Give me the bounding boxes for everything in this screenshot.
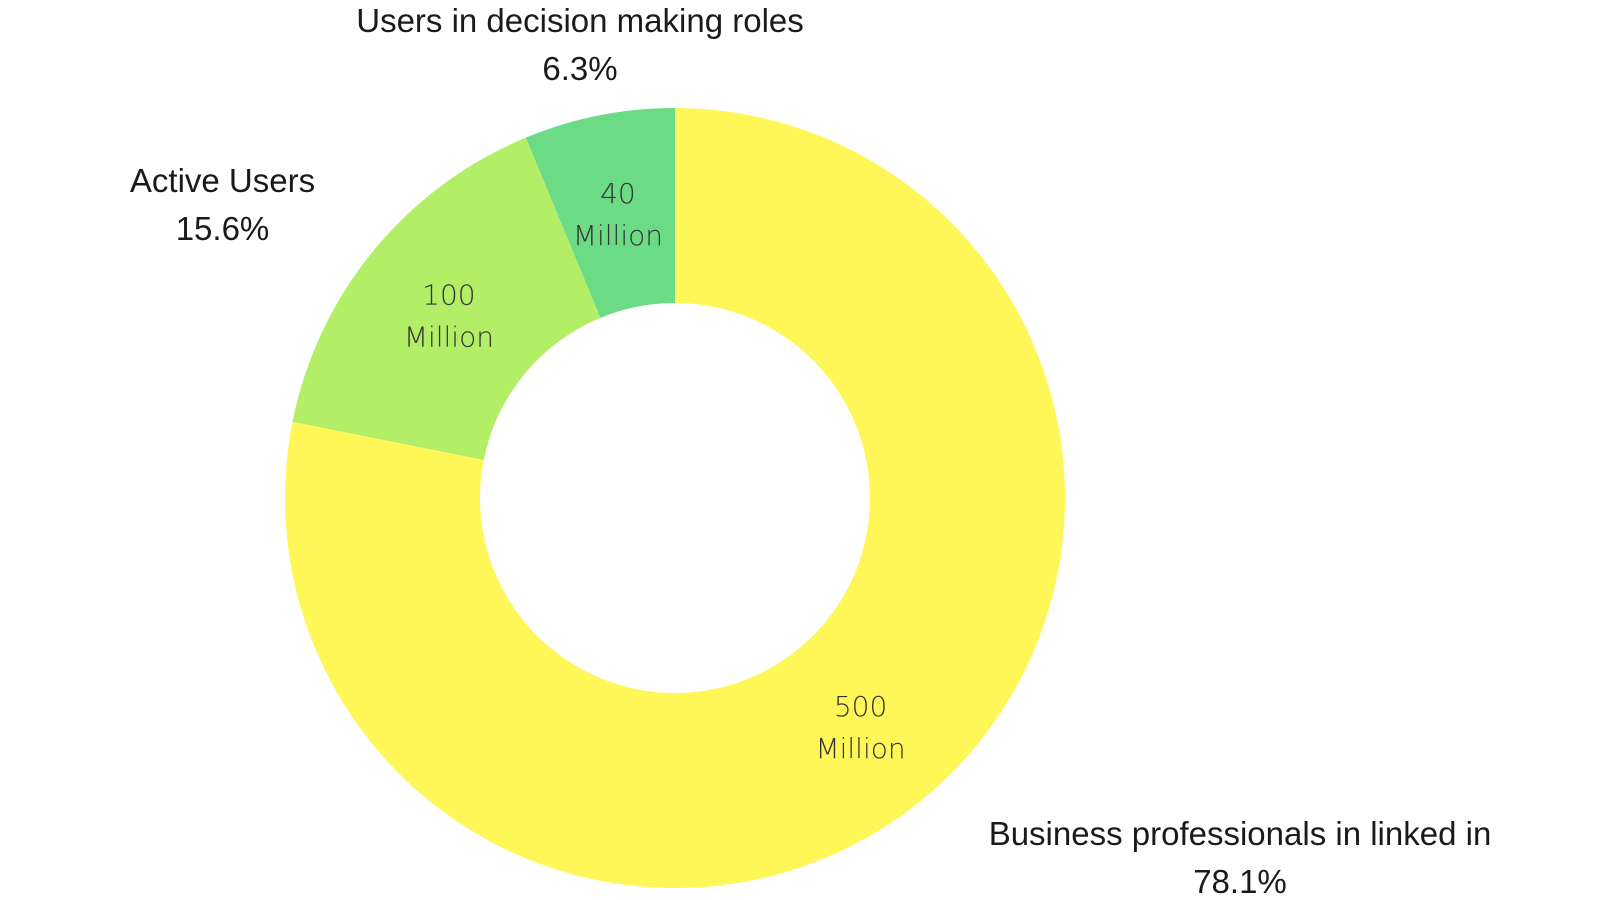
category-label-decision: Users in decision making roles 6.3% (345, 0, 815, 93)
slice-decision (525, 108, 675, 318)
category-percent-active: 15.6% (175, 210, 270, 247)
value-label-decision: 40 Million (573, 177, 663, 252)
category-name-decision: Users in decision making roles (356, 2, 804, 39)
value-label-business: 500 Million (815, 690, 905, 765)
category-percent-business: 78.1% (1193, 863, 1287, 900)
category-label-business: Business professionals in linked in 78.1… (960, 810, 1520, 900)
category-name-active: Active Users (129, 162, 316, 199)
category-percent-decision: 6.3% (542, 50, 618, 87)
category-label-active: Active Users 15.6% (100, 157, 345, 253)
value-label-active: 100 Million (404, 278, 494, 353)
category-name-business: Business professionals in linked in (988, 815, 1492, 852)
slice-active (292, 137, 601, 460)
slice-business (285, 108, 1065, 888)
